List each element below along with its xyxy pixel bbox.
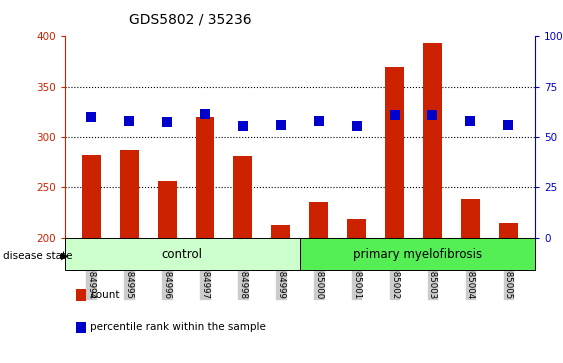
Point [163,119,172,125]
Bar [234,156,252,238]
Text: disease state: disease state [3,251,72,261]
Bar [120,150,138,238]
Point [314,118,323,124]
Bar [423,43,442,238]
Bar [158,182,177,238]
Point [390,112,399,118]
Point [238,123,247,129]
Text: primary myelofibrosis: primary myelofibrosis [353,248,482,261]
Bar [271,225,291,238]
Text: GDS5802 / 35236: GDS5802 / 35236 [129,13,252,27]
Bar [195,117,215,238]
Bar [385,66,404,238]
Bar [82,155,101,238]
Bar [347,219,366,238]
Text: control: control [162,248,203,261]
Bar [309,201,328,238]
Bar [300,238,535,270]
Bar [499,223,518,238]
Text: ▶: ▶ [61,251,68,261]
Point [504,122,513,128]
Point [352,123,361,129]
Point [276,122,285,128]
Bar [65,238,300,270]
Text: percentile rank within the sample: percentile rank within the sample [90,322,266,333]
Point [428,112,437,118]
Bar [461,200,480,238]
Text: count: count [90,290,119,300]
Point [87,114,96,120]
Point [466,118,475,124]
Point [124,118,133,124]
Point [200,111,209,117]
